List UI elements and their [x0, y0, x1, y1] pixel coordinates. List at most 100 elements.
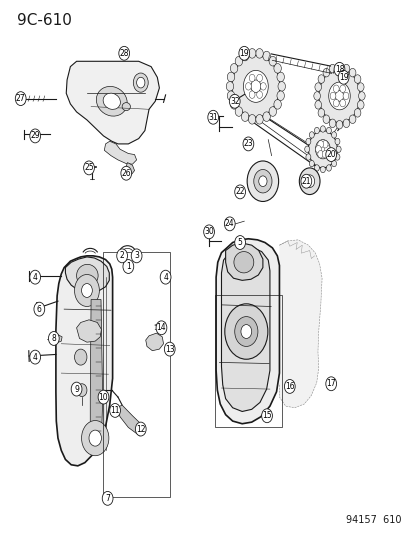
Circle shape [325, 148, 336, 161]
Circle shape [349, 68, 355, 77]
Circle shape [317, 141, 323, 148]
Circle shape [234, 185, 245, 199]
Text: 9C-610: 9C-610 [17, 13, 71, 28]
Circle shape [268, 56, 276, 66]
Circle shape [227, 72, 234, 82]
Text: 7: 7 [105, 494, 110, 503]
Circle shape [320, 166, 325, 173]
Circle shape [74, 274, 99, 306]
Circle shape [81, 421, 109, 456]
Polygon shape [90, 300, 102, 453]
Circle shape [262, 51, 270, 61]
Circle shape [332, 100, 338, 107]
Circle shape [30, 350, 40, 364]
Circle shape [276, 72, 284, 82]
Circle shape [322, 115, 329, 124]
Text: 5: 5 [237, 238, 242, 247]
Circle shape [322, 68, 329, 77]
Circle shape [339, 100, 345, 107]
Circle shape [248, 115, 255, 124]
Circle shape [203, 225, 214, 239]
Circle shape [230, 63, 237, 73]
Circle shape [331, 132, 336, 138]
Text: 21: 21 [301, 177, 310, 185]
Circle shape [123, 260, 133, 273]
Text: 10: 10 [98, 393, 108, 401]
Circle shape [326, 165, 331, 171]
Text: 12: 12 [136, 425, 145, 433]
Circle shape [253, 169, 271, 193]
Ellipse shape [122, 102, 130, 110]
Circle shape [255, 115, 263, 124]
Circle shape [309, 132, 313, 138]
Circle shape [335, 91, 343, 101]
Circle shape [224, 304, 267, 359]
Circle shape [335, 63, 342, 71]
Circle shape [250, 80, 260, 93]
Text: 15: 15 [261, 411, 271, 420]
Circle shape [30, 270, 40, 284]
Text: 6: 6 [37, 305, 42, 313]
Circle shape [230, 100, 237, 109]
Circle shape [234, 317, 257, 346]
Text: 1: 1 [126, 262, 131, 271]
Polygon shape [125, 163, 134, 174]
Ellipse shape [96, 86, 127, 116]
Circle shape [334, 154, 339, 160]
Circle shape [98, 390, 109, 404]
Circle shape [304, 175, 314, 188]
Circle shape [356, 83, 363, 91]
Circle shape [300, 174, 311, 188]
Text: 26: 26 [121, 169, 131, 177]
Text: 4: 4 [163, 273, 168, 281]
Text: 94157  610: 94157 610 [345, 515, 401, 525]
Circle shape [207, 110, 218, 124]
Circle shape [241, 112, 248, 122]
Circle shape [273, 100, 281, 109]
Circle shape [324, 146, 330, 153]
Text: 8: 8 [51, 334, 56, 343]
Text: 14: 14 [156, 324, 166, 332]
Polygon shape [279, 240, 321, 408]
Circle shape [15, 92, 26, 106]
Polygon shape [56, 256, 112, 466]
Circle shape [328, 119, 335, 127]
Text: 4: 4 [33, 353, 38, 361]
Circle shape [234, 236, 245, 249]
Circle shape [231, 55, 279, 117]
Circle shape [268, 107, 276, 116]
Circle shape [334, 138, 339, 144]
Polygon shape [221, 247, 269, 411]
Circle shape [317, 75, 324, 83]
Polygon shape [216, 239, 279, 424]
Circle shape [337, 70, 348, 84]
Circle shape [313, 165, 318, 171]
Circle shape [273, 63, 281, 73]
Circle shape [325, 377, 336, 391]
Text: 29: 29 [30, 132, 40, 140]
Circle shape [243, 70, 268, 102]
Text: 27: 27 [16, 94, 26, 103]
Circle shape [235, 56, 242, 66]
Circle shape [342, 92, 348, 100]
Circle shape [248, 49, 255, 58]
Circle shape [89, 430, 101, 446]
Circle shape [339, 85, 345, 92]
Text: 31: 31 [208, 113, 218, 122]
Circle shape [276, 91, 284, 101]
Circle shape [81, 284, 92, 297]
Circle shape [135, 422, 146, 436]
Circle shape [102, 491, 113, 505]
Ellipse shape [76, 264, 98, 287]
Circle shape [309, 160, 313, 167]
Circle shape [299, 168, 319, 195]
Circle shape [308, 131, 337, 168]
Circle shape [136, 77, 145, 88]
Circle shape [133, 73, 148, 92]
Text: 16: 16 [284, 382, 294, 391]
Circle shape [224, 217, 235, 231]
Circle shape [225, 82, 233, 91]
Text: 11: 11 [110, 406, 119, 415]
Circle shape [333, 62, 344, 76]
Polygon shape [65, 257, 109, 292]
